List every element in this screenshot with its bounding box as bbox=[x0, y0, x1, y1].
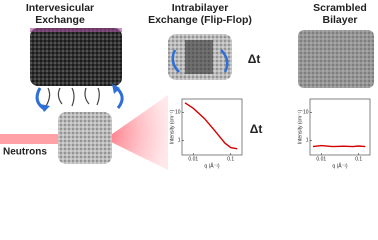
y-tick-label: 10 bbox=[175, 110, 181, 116]
plots: 0.01 0.1 1 10 q (Å⁻¹) Intensity (cm⁻¹) 0.01 0.1… bbox=[168, 95, 374, 171]
neutron-beam bbox=[0, 134, 70, 144]
arrow-head bbox=[40, 104, 50, 112]
axes-frame bbox=[309, 98, 371, 156]
y-tick-label: 1 bbox=[178, 138, 181, 144]
title: Intrabilayer bbox=[172, 2, 229, 14]
curve bbox=[312, 144, 366, 148]
scatter-cone bbox=[105, 95, 168, 170]
plot-panel bbox=[296, 95, 374, 171]
x-tick-label: 0.01 bbox=[188, 156, 198, 162]
graphic: Intervesicular Exchange Intrabilayer Exc… bbox=[0, 2, 374, 171]
plot-panel bbox=[168, 95, 246, 171]
title: Scrambled bbox=[313, 2, 367, 14]
x-tick-label: 0.1 bbox=[355, 156, 362, 162]
vesicle-dark bbox=[30, 28, 122, 86]
y-tick-label: 10 bbox=[303, 110, 309, 116]
title: Bilayer bbox=[322, 14, 357, 26]
x-axis-label: q (Å⁻¹) bbox=[204, 162, 219, 169]
vesicle-shade bbox=[298, 30, 374, 88]
x-tick-label: 0.1 bbox=[227, 156, 234, 162]
x-tick-label: 0.01 bbox=[316, 156, 326, 162]
arrow bbox=[171, 49, 180, 73]
delta-t: Δt bbox=[248, 52, 261, 66]
delta-t: Δt bbox=[250, 122, 263, 136]
arrow-head bbox=[112, 84, 120, 94]
headgroups bbox=[30, 28, 122, 32]
y-axis-label: Intensity (cm⁻¹) bbox=[297, 110, 303, 145]
title: Exchange bbox=[35, 14, 85, 26]
title: Exchange (Flip-Flop) bbox=[148, 14, 252, 26]
neutrons-label: Neutrons bbox=[3, 147, 47, 158]
curve bbox=[184, 102, 238, 150]
x-axis-label: q (Å⁻¹) bbox=[332, 162, 347, 169]
y-tick-label: 1 bbox=[306, 138, 309, 144]
axes-frame bbox=[181, 98, 243, 156]
vesicle-scrambled bbox=[298, 30, 374, 88]
title: Intervesicular bbox=[26, 2, 94, 14]
y-axis-label: Intensity (cm⁻¹) bbox=[169, 110, 175, 145]
arrow bbox=[220, 49, 229, 73]
lipid-strands bbox=[45, 87, 100, 107]
flipping-lipids bbox=[185, 40, 213, 74]
vesicle-grey bbox=[58, 112, 112, 164]
